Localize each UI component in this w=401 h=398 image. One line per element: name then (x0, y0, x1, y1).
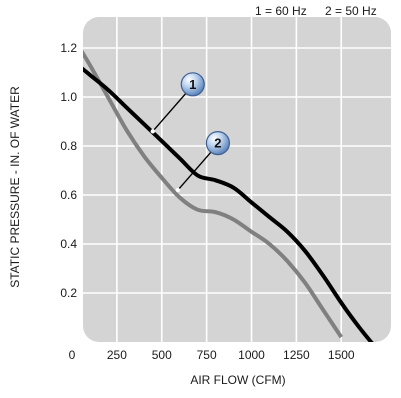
x-tick-label: 500 (152, 348, 172, 362)
series-lines (83, 34, 379, 342)
x-tick-label: 1250 (283, 348, 310, 362)
y-tick-label: 1.2 (60, 41, 77, 55)
x-axis-title: AIR FLOW (CFM) (190, 373, 285, 387)
x-tick-label: 0 (69, 348, 76, 362)
marker-point-2 (175, 187, 181, 193)
marker-label-2: 2 (214, 136, 221, 151)
marker-bubble-1 (180, 72, 205, 97)
marker-bubble-2 (205, 131, 231, 156)
x-tick-label: 250 (107, 348, 127, 362)
y-tick-label: 1.0 (60, 90, 77, 104)
x-tick-label: 750 (197, 348, 217, 362)
marker-point-1 (150, 129, 155, 134)
y-axis-title: STATIC PRESSURE - IN. OF WATER (8, 86, 22, 288)
marker-leader-1 (152, 91, 188, 132)
legend-entry-2: 2 = 50 Hz (325, 4, 377, 18)
curve-markers: 12 (150, 72, 231, 193)
grid-lines (83, 17, 391, 342)
y-tick-label: 0.2 (60, 286, 77, 300)
marker-leader-2 (177, 150, 213, 191)
series-line-2 (83, 34, 343, 339)
series-line-1 (83, 58, 379, 342)
marker-label-1: 1 (189, 77, 196, 92)
y-tick-label: 0.6 (60, 188, 77, 202)
y-tick-label: 0.8 (60, 139, 77, 153)
legend-entry-1: 1 = 60 Hz (255, 4, 307, 18)
tick-labels: 0 250 500 750 1000 1250 1500 0.2 0.4 0.6 0.8 1.0 1.2 (60, 41, 355, 362)
x-tick-label: 1500 (328, 348, 355, 362)
x-tick-label: 1000 (238, 348, 265, 362)
y-tick-label: 0.4 (60, 237, 77, 251)
